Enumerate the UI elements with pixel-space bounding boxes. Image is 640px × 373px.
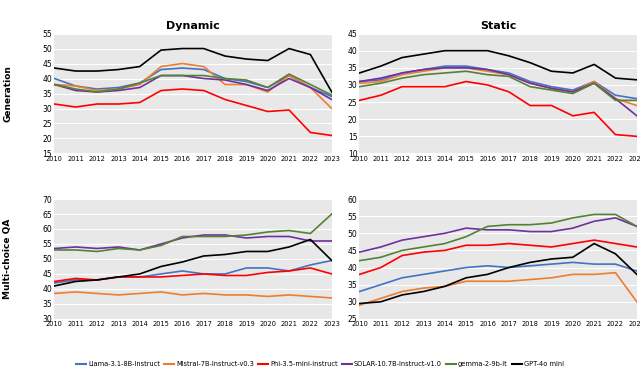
Text: Multi-choice QA: Multi-choice QA [3,219,12,299]
Legend: Llama-3.1-8B-Instruct, Mistral-7B-Instruct-v0.3, Phi-3.5-mini-instruct, SOLAR-10: Llama-3.1-8B-Instruct, Mistral-7B-Instru… [74,358,566,370]
Text: Generation: Generation [3,65,12,122]
Title: Static: Static [480,21,516,31]
Title: Dynamic: Dynamic [166,21,220,31]
